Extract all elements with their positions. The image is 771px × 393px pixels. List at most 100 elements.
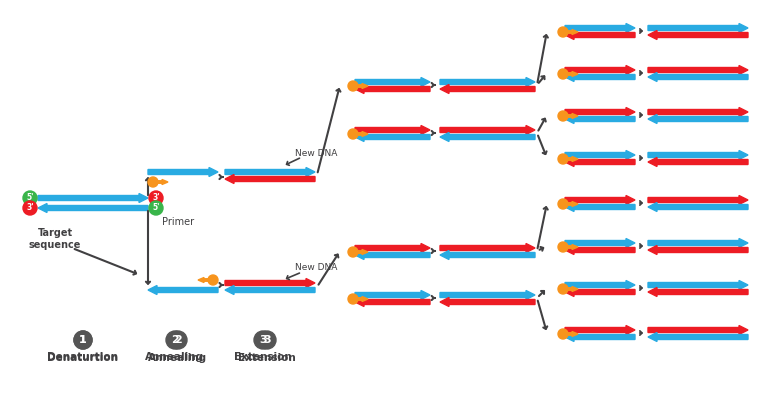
FancyArrow shape [648,66,748,75]
FancyArrow shape [225,285,315,294]
FancyArrow shape [648,114,748,123]
Text: Extension: Extension [234,352,292,362]
FancyArrow shape [565,202,635,211]
FancyArrow shape [568,29,578,35]
Circle shape [258,331,276,349]
Text: Annealing: Annealing [149,353,207,363]
FancyArrow shape [355,250,430,259]
Circle shape [348,294,358,304]
Circle shape [558,329,568,339]
FancyArrow shape [440,125,535,134]
FancyArrow shape [648,72,748,81]
FancyArrow shape [565,151,635,160]
Circle shape [348,247,358,257]
Circle shape [558,69,568,79]
Circle shape [74,331,92,349]
Circle shape [254,331,272,349]
FancyArrow shape [355,244,430,252]
FancyArrow shape [355,77,430,86]
Circle shape [149,191,163,205]
FancyArrow shape [358,296,368,301]
Circle shape [558,199,568,209]
FancyArrow shape [565,114,635,123]
FancyArrow shape [38,204,148,213]
FancyArrow shape [355,132,430,141]
FancyArrow shape [355,298,430,307]
FancyArrow shape [565,325,635,334]
FancyArrow shape [38,193,148,202]
Text: New DNA: New DNA [295,263,338,272]
Text: Primer: Primer [162,217,194,227]
Text: 3: 3 [259,335,267,345]
FancyArrow shape [358,132,368,136]
Text: Denaturtion: Denaturtion [48,353,119,363]
FancyArrow shape [565,195,635,204]
FancyArrow shape [565,158,635,167]
FancyArrow shape [648,239,748,248]
FancyArrow shape [648,332,748,342]
FancyArrow shape [440,132,535,141]
FancyArrow shape [648,202,748,211]
Text: 3: 3 [263,335,271,345]
Text: Extension: Extension [238,353,296,363]
FancyArrow shape [225,279,315,288]
Text: 5': 5' [152,204,160,213]
Circle shape [148,177,158,187]
FancyArrow shape [648,151,748,160]
FancyArrow shape [565,66,635,75]
FancyArrow shape [565,288,635,296]
FancyArrow shape [565,108,635,116]
FancyArrow shape [440,84,535,94]
Text: 3': 3' [26,204,34,213]
FancyArrow shape [440,250,535,259]
FancyArrow shape [568,114,578,119]
Circle shape [348,81,358,91]
FancyArrow shape [355,125,430,134]
Text: 2: 2 [174,335,182,345]
FancyArrow shape [148,285,218,294]
Circle shape [558,111,568,121]
FancyArrow shape [440,290,535,299]
FancyArrow shape [225,174,315,184]
Circle shape [74,331,92,349]
Text: 5': 5' [26,193,34,202]
FancyArrow shape [198,277,208,283]
Text: New DNA: New DNA [295,149,338,158]
FancyArrow shape [648,288,748,296]
FancyArrow shape [358,83,368,88]
FancyArrow shape [648,31,748,40]
FancyArrow shape [355,84,430,94]
Circle shape [348,129,358,139]
Circle shape [23,201,37,215]
Circle shape [558,284,568,294]
Text: 1: 1 [79,335,87,345]
FancyArrow shape [568,244,578,250]
FancyArrow shape [565,332,635,342]
FancyArrow shape [648,281,748,290]
Circle shape [208,275,218,285]
FancyArrow shape [648,108,748,116]
Text: Denaturtion: Denaturtion [48,352,119,362]
FancyArrow shape [565,24,635,33]
FancyArrow shape [565,72,635,81]
Text: 2: 2 [171,335,179,345]
Circle shape [23,191,37,205]
FancyArrow shape [568,156,578,162]
Text: Annealing: Annealing [146,352,204,362]
Circle shape [558,27,568,37]
FancyArrow shape [648,325,748,334]
FancyArrow shape [648,195,748,204]
FancyArrow shape [565,246,635,255]
Circle shape [169,331,187,349]
FancyArrow shape [568,202,578,206]
FancyArrow shape [225,167,315,176]
Circle shape [558,154,568,164]
FancyArrow shape [158,180,168,184]
FancyArrow shape [440,298,535,307]
FancyArrow shape [648,246,748,255]
FancyArrow shape [355,290,430,299]
Circle shape [149,201,163,215]
Text: 1: 1 [79,335,87,345]
FancyArrow shape [568,332,578,336]
FancyArrow shape [565,281,635,290]
